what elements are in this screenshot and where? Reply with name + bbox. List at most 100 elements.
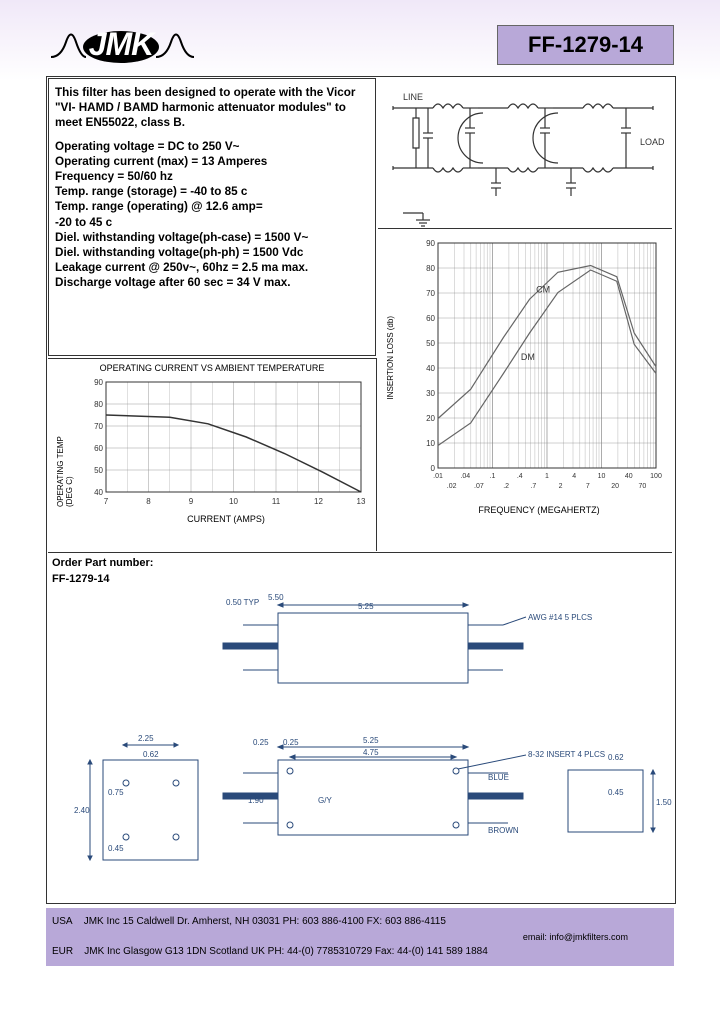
header: JMK FF-1279-14 (46, 20, 674, 70)
svg-text:0.50 TYP: 0.50 TYP (226, 598, 259, 607)
spec-line: -20 to 45 c (55, 215, 369, 230)
temp-chart: OPERATING CURRENT VS AMBIENT TEMPERATURE… (48, 358, 377, 551)
insertion-loss-chart: INSERTION LOSS (db) CM DM 0 10 20 30 40 50 60 7… (378, 228, 672, 550)
svg-text:0.25: 0.25 (253, 738, 269, 747)
svg-text:60: 60 (94, 444, 103, 453)
svg-text:30: 30 (426, 389, 435, 398)
footer-eur: EUR JMK Inc Glasgow G13 1DN Scotland UK … (52, 944, 668, 960)
svg-text:5.25: 5.25 (358, 602, 374, 611)
order-value: FF-1279-14 (48, 573, 672, 585)
svg-text:.01: .01 (433, 473, 443, 480)
spec-line: Temp. range (storage) = -40 to 85 c (55, 184, 369, 199)
chart2-svg: CM DM 0 10 20 30 40 50 60 70 80 90 .01 .04 .1 .4 1 4 10… (416, 238, 662, 498)
svg-text:0: 0 (431, 464, 436, 473)
svg-text:5.50: 5.50 (268, 593, 284, 602)
spec-line: Operating voltage = DC to 250 V~ (55, 139, 369, 154)
spec-line: Discharge voltage after 60 sec = 34 V ma… (55, 275, 369, 290)
svg-text:70: 70 (94, 422, 103, 431)
svg-text:70: 70 (426, 289, 435, 298)
svg-text:90: 90 (94, 378, 103, 387)
svg-text:80: 80 (94, 400, 103, 409)
svg-text:.7: .7 (530, 483, 536, 490)
svg-text:100: 100 (650, 473, 662, 480)
mechanical-drawing: 5.50 0.50 TYP 5.25 AWG #14 5 PLCS 2.25 0… (48, 585, 672, 885)
svg-text:60: 60 (426, 314, 435, 323)
svg-text:LINE: LINE (403, 92, 423, 102)
logo: JMK (46, 22, 196, 68)
order-section: Order Part number: FF-1279-14 5.50 0.50 … (48, 552, 672, 901)
svg-text:80: 80 (426, 264, 435, 273)
svg-text:11: 11 (272, 497, 281, 506)
svg-text:40: 40 (94, 488, 103, 497)
svg-text:.04: .04 (460, 473, 470, 480)
chart1-xlabel: CURRENT (AMPS) (86, 514, 366, 524)
svg-text:0.45: 0.45 (108, 844, 124, 853)
spec-line: Frequency = 50/60 hz (55, 169, 369, 184)
svg-text:50: 50 (94, 466, 103, 475)
chart2-ylabel: INSERTION LOSS (db) (386, 316, 395, 399)
chart1-title: OPERATING CURRENT VS AMBIENT TEMPERATURE (48, 359, 376, 377)
svg-text:10: 10 (426, 439, 435, 448)
svg-text:7: 7 (586, 483, 590, 490)
chart1-ylabel: OPERATING TEMP (DEG C) (56, 416, 74, 507)
svg-text:.2: .2 (503, 483, 509, 490)
footer-email: email: info@jmkfilters.com (52, 930, 668, 944)
specifications: This filter has been designed to operate… (48, 78, 376, 356)
spec-line: Diel. withstanding voltage(ph-case) = 15… (55, 230, 369, 245)
svg-text:70: 70 (638, 483, 646, 490)
spec-line: Diel. withstanding voltage(ph-ph) = 1500… (55, 245, 369, 260)
svg-text:.07: .07 (474, 483, 484, 490)
svg-text:5.25: 5.25 (363, 736, 379, 745)
svg-text:50: 50 (426, 339, 435, 348)
svg-text:8: 8 (146, 497, 151, 506)
spec-line: Temp. range (operating) @ 12.6 amp= (55, 199, 369, 214)
svg-text:0.62: 0.62 (143, 750, 159, 759)
svg-text:1: 1 (545, 473, 549, 480)
order-label: Order Part number: (48, 553, 672, 573)
svg-text:DM: DM (521, 352, 535, 362)
svg-text:10: 10 (598, 473, 606, 480)
footer-usa: USA JMK Inc 15 Caldwell Dr. Amherst, NH … (52, 914, 668, 930)
schematic: LINE LOAD (378, 78, 672, 229)
spec-intro: This filter has been designed to operate… (55, 85, 369, 131)
svg-text:0.25: 0.25 (283, 738, 299, 747)
svg-text:40: 40 (625, 473, 633, 480)
svg-text:1.90: 1.90 (248, 796, 264, 805)
svg-text:1.50: 1.50 (656, 798, 672, 807)
svg-text:2.25: 2.25 (138, 734, 154, 743)
datasheet-page: JMK FF-1279-14 This filter has been desi… (0, 0, 720, 1012)
svg-text:G/Y: G/Y (318, 796, 332, 805)
svg-text:8-32 INSERT 4 PLCS: 8-32 INSERT 4 PLCS (528, 750, 605, 759)
svg-text:40: 40 (426, 364, 435, 373)
svg-text:0.62: 0.62 (608, 753, 624, 762)
svg-text:12: 12 (314, 497, 323, 506)
svg-text:9: 9 (189, 497, 194, 506)
svg-text:.4: .4 (517, 473, 523, 480)
part-number-box: FF-1279-14 (497, 25, 674, 65)
svg-text:0.75: 0.75 (108, 788, 124, 797)
svg-text:2: 2 (559, 483, 563, 490)
svg-text:.02: .02 (447, 483, 457, 490)
svg-text:7: 7 (104, 497, 109, 506)
svg-text:JMK: JMK (89, 26, 157, 62)
svg-text:4: 4 (572, 473, 576, 480)
svg-text:BLUE: BLUE (488, 773, 509, 782)
chart2-xlabel: FREQUENCY (MEGAHERTZ) (416, 505, 662, 515)
svg-text:13: 13 (357, 497, 366, 506)
svg-text:LOAD: LOAD (640, 137, 665, 147)
svg-text:20: 20 (611, 483, 619, 490)
svg-text:10: 10 (229, 497, 238, 506)
svg-text:.1: .1 (490, 473, 496, 480)
svg-text:CM: CM (536, 285, 550, 295)
footer: USA JMK Inc 15 Caldwell Dr. Amherst, NH … (46, 908, 674, 966)
svg-text:20: 20 (426, 414, 435, 423)
svg-text:90: 90 (426, 239, 435, 248)
svg-text:4.75: 4.75 (363, 748, 379, 757)
svg-text:AWG #14 5 PLCS: AWG #14 5 PLCS (528, 613, 592, 622)
spec-line: Operating current (max) = 13 Amperes (55, 154, 369, 169)
spec-line: Leakage current @ 250v~, 60hz = 2.5 ma m… (55, 260, 369, 275)
chart1-svg: 40 50 60 70 80 90 7 8 9 10 11 12 13 (86, 377, 366, 507)
svg-text:BROWN: BROWN (488, 826, 519, 835)
svg-text:0.45: 0.45 (608, 788, 624, 797)
svg-text:2.40: 2.40 (74, 806, 90, 815)
